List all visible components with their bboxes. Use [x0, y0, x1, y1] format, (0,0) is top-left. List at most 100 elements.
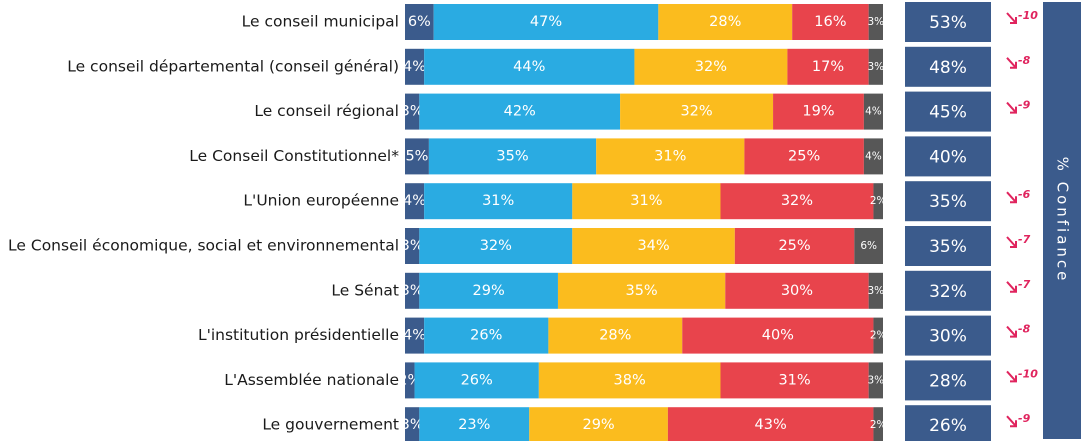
- bar-segment: [734, 228, 855, 264]
- category-label: Le conseil régional: [254, 102, 399, 120]
- segment-label: 38%: [614, 372, 646, 388]
- segment-label: 4%: [403, 59, 426, 75]
- segment-label: 19%: [802, 104, 834, 120]
- category-label: L'institution présidentielle: [198, 326, 399, 344]
- bar-segment: [428, 138, 597, 175]
- segment-label: 30%: [781, 283, 813, 299]
- confidence-label: 45%: [929, 103, 967, 123]
- segment-label: 32%: [480, 238, 512, 254]
- confidence-label: 48%: [929, 58, 967, 78]
- change-label: -8: [1018, 323, 1031, 336]
- bar-segment: [658, 4, 793, 40]
- segment-label: 32%: [781, 193, 813, 209]
- bar-segment: [424, 317, 549, 354]
- bar-segment: [414, 362, 539, 399]
- segment-label: 31%: [654, 148, 686, 164]
- segment-label: 28%: [599, 328, 631, 344]
- bar-segment: [419, 93, 621, 130]
- change-arrow: [1006, 191, 1017, 204]
- segment-label: 4%: [403, 193, 426, 209]
- bar-segment: [405, 362, 415, 399]
- segment-label: 34%: [637, 238, 669, 254]
- change-label: -10: [1018, 9, 1038, 22]
- segment-label: 31%: [482, 193, 514, 209]
- bar-segment: [419, 407, 530, 441]
- bar-segment: [720, 183, 874, 220]
- bar-segment: [873, 183, 883, 220]
- confidence-label: 32%: [929, 282, 967, 302]
- segment-label: 5%: [405, 148, 428, 164]
- segment-label: 42%: [504, 104, 536, 120]
- bar-segment: [405, 407, 420, 441]
- change-arrow: [1006, 57, 1017, 69]
- category-label: Le Conseil économique, social et environ…: [8, 237, 399, 255]
- confidence-label: 40%: [929, 147, 967, 167]
- bar-segment: [868, 272, 883, 309]
- change-label: -6: [1018, 188, 1031, 201]
- bar-segment: [538, 362, 721, 399]
- bar-segment: [405, 48, 425, 85]
- bar-segment: [873, 317, 883, 354]
- category-label: L'Union européenne: [243, 192, 399, 210]
- confidence-box: [905, 181, 991, 222]
- confidence-label: 35%: [929, 237, 967, 257]
- category-label: Le conseil municipal: [242, 13, 399, 31]
- change-label: -8: [1018, 54, 1031, 67]
- bar-segment: [682, 317, 874, 354]
- segment-label: 3%: [401, 104, 424, 120]
- change-arrow: [1006, 370, 1017, 383]
- segment-label: 2%: [870, 195, 887, 207]
- bar-segment: [620, 93, 774, 130]
- category-label: Le gouvernement: [262, 416, 399, 434]
- change-label: -10: [1018, 367, 1038, 380]
- segment-label: 6%: [408, 14, 431, 30]
- bar-segment: [868, 4, 883, 40]
- segment-label: 4%: [865, 150, 882, 162]
- segment-label: 17%: [812, 59, 844, 75]
- segment-label: 35%: [496, 148, 528, 164]
- bar-segment: [433, 4, 659, 40]
- segment-label: 23%: [458, 417, 490, 433]
- bar-segment: [634, 48, 788, 85]
- change-arrow: [1006, 325, 1017, 338]
- bar-segment: [792, 4, 869, 40]
- bar-segment: [424, 48, 635, 85]
- confidence-box: [905, 136, 991, 177]
- change-arrow: [1006, 236, 1017, 248]
- confidence-label: 28%: [929, 371, 967, 391]
- segment-label: 4%: [865, 106, 882, 118]
- bar-segment: [419, 228, 573, 264]
- bar-segment: [557, 272, 726, 309]
- bar-segment: [572, 183, 721, 220]
- segment-label: 25%: [778, 238, 810, 254]
- segment-label: 4%: [403, 328, 426, 344]
- segment-label: 29%: [582, 417, 614, 433]
- bar-segment: [419, 272, 558, 309]
- bar-segment: [405, 317, 425, 354]
- segment-label: 16%: [814, 14, 846, 30]
- segment-label: 40%: [762, 328, 794, 344]
- confidence-box: [905, 360, 991, 401]
- bar-segment: [548, 317, 683, 354]
- segment-label: 3%: [867, 285, 884, 297]
- confidence-band: [1043, 2, 1081, 439]
- segment-label: 35%: [625, 283, 657, 299]
- confidence-box: [905, 2, 991, 42]
- bar-segment: [773, 93, 864, 130]
- segment-label: 28%: [709, 14, 741, 30]
- bar-segment: [868, 48, 883, 85]
- bar-segment: [405, 228, 420, 264]
- segment-label: 43%: [755, 417, 787, 433]
- confidence-label: 26%: [929, 416, 967, 436]
- bar-segment: [787, 48, 869, 85]
- segment-label: 3%: [401, 417, 424, 433]
- category-label: Le Sénat: [331, 281, 399, 299]
- bar-segment: [725, 272, 869, 309]
- bar-segment: [572, 228, 735, 264]
- segment-label: 25%: [788, 148, 820, 164]
- segment-label: 6%: [860, 240, 877, 252]
- segment-label: 29%: [473, 283, 505, 299]
- confidence-label: 53%: [929, 13, 967, 33]
- bar-segment: [868, 362, 883, 399]
